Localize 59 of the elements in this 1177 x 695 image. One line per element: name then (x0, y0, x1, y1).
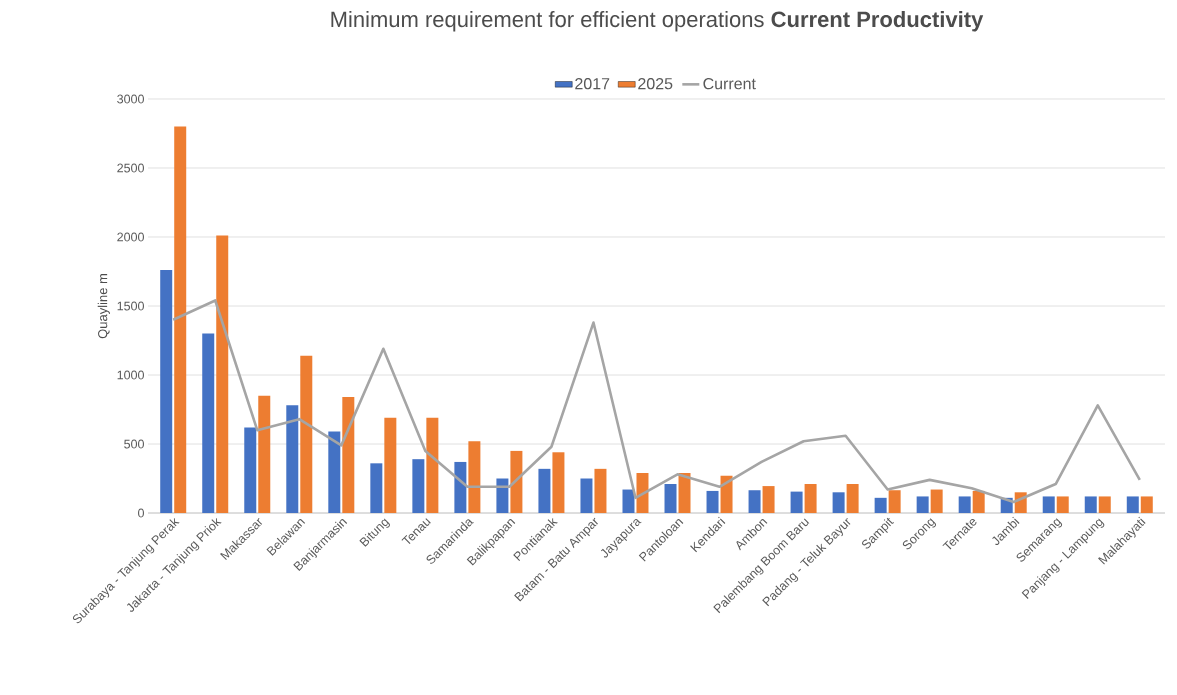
bar (160, 270, 173, 513)
bar (286, 405, 299, 513)
y-tick-label: 1500 (117, 301, 144, 311)
bar (790, 491, 803, 513)
bar (244, 427, 257, 513)
bar (216, 235, 229, 513)
legend-label: 2025 (638, 78, 673, 90)
bar (1042, 496, 1055, 513)
bar (258, 395, 271, 513)
bar (1126, 496, 1139, 513)
bar (300, 355, 313, 513)
bar (468, 441, 481, 513)
bar (1084, 496, 1097, 513)
bar (370, 463, 383, 513)
bar (804, 484, 817, 513)
bar (1140, 496, 1153, 513)
bar (958, 496, 971, 513)
y-tick-label: 1000 (117, 370, 144, 380)
bar (384, 417, 397, 513)
bar (678, 472, 691, 513)
bar (1098, 496, 1111, 513)
bar (552, 452, 565, 513)
bar (720, 475, 733, 513)
y-tick-label: 3000 (117, 94, 144, 104)
bar (888, 490, 901, 513)
bar (972, 490, 985, 513)
bar (874, 497, 887, 513)
y-tick-label: 2000 (117, 232, 144, 242)
bar (496, 478, 509, 513)
bar (846, 484, 859, 513)
bar (832, 492, 845, 513)
legend-label: Current (703, 78, 756, 90)
bar (412, 459, 425, 513)
bar (328, 431, 341, 513)
bar (916, 496, 929, 513)
bar (538, 468, 551, 513)
bar (426, 417, 439, 513)
bar (594, 468, 607, 513)
y-tick-label: 0 (138, 508, 144, 518)
bar (664, 484, 677, 513)
chart-title: Minimum requirement for efficient operations Current Productivity (331, 11, 984, 32)
bar (454, 461, 467, 513)
line-series (171, 299, 1142, 504)
bar (706, 490, 719, 513)
y-tick-label: 500 (124, 439, 144, 449)
y-tick-label: 2500 (117, 163, 144, 173)
legend-label: 2017 (575, 78, 610, 90)
bar (510, 450, 523, 513)
bar (342, 397, 355, 513)
bar (1056, 496, 1069, 513)
bar (580, 478, 593, 513)
bar (622, 489, 635, 513)
y-axis-title: Quayline m (97, 274, 110, 339)
bar (748, 490, 761, 513)
bar (762, 486, 775, 513)
bar (636, 472, 649, 513)
bar (930, 489, 943, 513)
bar (202, 333, 215, 513)
bar (174, 126, 187, 513)
